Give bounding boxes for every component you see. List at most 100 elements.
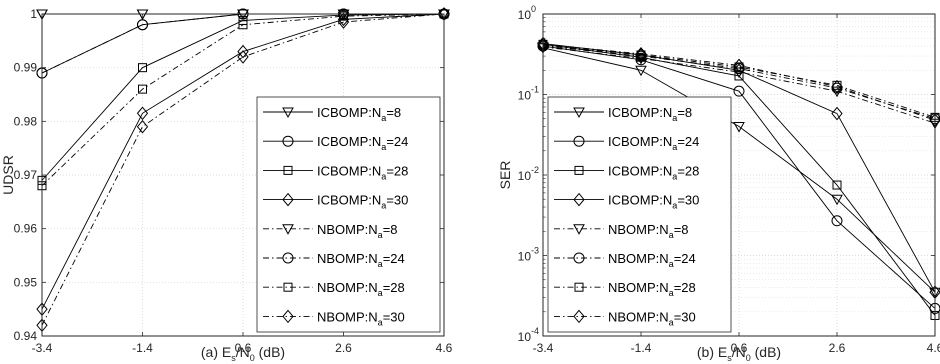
legend-label-end: =8 xyxy=(383,222,398,237)
legend-marker xyxy=(282,252,294,264)
legend-marker xyxy=(573,309,585,324)
legend-label-end: =30 xyxy=(677,193,699,208)
series-line xyxy=(542,47,936,293)
legend-label-end: =8 xyxy=(674,222,689,237)
legend-label-sub: a xyxy=(381,201,386,211)
data-point xyxy=(237,44,249,59)
x-tick-label: -3.4 xyxy=(533,341,554,355)
legend-label-main: NBOMP:N xyxy=(317,280,378,295)
x-tick-label: 4.6 xyxy=(927,341,940,355)
legend-marker xyxy=(282,107,294,119)
legend-item: ICBOMP:Na=8 xyxy=(263,105,401,123)
legend-marker xyxy=(282,135,294,147)
legend-label: NBOMP:Na=28 xyxy=(317,280,405,298)
legend-marker xyxy=(574,165,584,175)
chart-a: -3.4 -1.4 0.6 2.6 4.6 0.94 0.95 0.96 0.97 0.98 0.9… xyxy=(0,7,453,363)
series-line xyxy=(542,43,936,293)
legend-marker xyxy=(573,224,585,235)
legend-item: ICBOMP:Na=30 xyxy=(554,193,699,211)
legend-marker xyxy=(283,165,293,175)
x-tick-label: 4.6 xyxy=(436,341,453,355)
legend-label: ICBOMP:Na=8 xyxy=(317,105,401,123)
chart-b-legend-box xyxy=(547,96,732,333)
legend-label-end: =24 xyxy=(677,134,699,149)
data-point xyxy=(136,119,149,134)
x-tick-label: -3.4 xyxy=(32,341,53,355)
legend-label-main: NBOMP:N xyxy=(317,309,378,324)
legend-label-main: ICBOMP:N xyxy=(317,193,381,208)
data-point xyxy=(137,19,148,31)
y-tick-exponent: -1 xyxy=(531,85,539,95)
legend-label: ICBOMP:Na=30 xyxy=(317,193,408,211)
series-line xyxy=(41,13,444,74)
legend-marker xyxy=(282,192,294,207)
legend-marker xyxy=(573,192,585,207)
data-point xyxy=(635,47,647,61)
legend-label-main: NBOMP:N xyxy=(317,222,378,237)
data-point xyxy=(733,85,745,97)
legend-item: ICBOMP:Na=24 xyxy=(554,134,699,152)
legend-label: NBOMP:Na=8 xyxy=(317,222,398,240)
legend-marker xyxy=(573,107,585,119)
legend-label-end: =24 xyxy=(386,134,408,149)
data-point xyxy=(733,58,745,73)
data-point xyxy=(136,106,149,121)
legend-label-main: ICBOMP:N xyxy=(608,163,672,178)
data-point xyxy=(832,180,842,190)
legend-item: NBOMP:Na=30 xyxy=(554,309,696,327)
legend-label-end: =24 xyxy=(383,251,405,266)
chart-b-caption-suffix: (dB) xyxy=(751,344,781,360)
data-point xyxy=(337,15,350,29)
legend-label: NBOMP:Na=8 xyxy=(608,222,689,240)
data-point xyxy=(238,20,248,30)
legend-label-sub: a xyxy=(672,201,677,211)
legend-label-sub: a xyxy=(672,113,677,123)
legend-label: NBOMP:Na=28 xyxy=(608,280,696,298)
legend-marker xyxy=(282,309,294,324)
legend-label-sub: a xyxy=(378,288,383,298)
chart-b-caption-prefix: (b) E xyxy=(697,344,727,360)
y-tick-exponent: -2 xyxy=(531,165,539,175)
legend-label-end: =24 xyxy=(674,251,696,266)
legend-label-main: NBOMP:N xyxy=(608,280,669,295)
series-NBOMP:N_a=30 xyxy=(537,37,940,127)
legend-label-end: =30 xyxy=(674,309,696,324)
data-point xyxy=(831,106,843,121)
legend-marker xyxy=(282,224,294,235)
y-tick-label: 1 xyxy=(30,7,37,21)
x-tick-label: -1.4 xyxy=(132,341,153,355)
legend-marker xyxy=(573,252,585,264)
legend-label-end: =28 xyxy=(674,280,696,295)
legend-label-sub: a xyxy=(672,171,677,181)
x-tick-label: 0.6 xyxy=(731,341,748,355)
legend-label: ICBOMP:Na=28 xyxy=(317,163,408,181)
chart-a-caption-sub1: s xyxy=(231,353,236,363)
legend-label-main: NBOMP:N xyxy=(608,222,669,237)
legend-label: ICBOMP:Na=30 xyxy=(608,193,699,211)
legend-label-end: =28 xyxy=(383,280,405,295)
legend-marker xyxy=(573,135,585,147)
x-tick-label: -1.4 xyxy=(631,341,652,355)
series-line xyxy=(41,13,444,74)
series-ICBOMP:N_a=8 xyxy=(537,43,940,299)
legend-marker xyxy=(283,282,293,292)
legend-label-sub: a xyxy=(669,259,674,269)
legend-item: NBOMP:Na=8 xyxy=(263,222,398,240)
legend-label-main: NBOMP:N xyxy=(608,309,669,324)
chart-a-caption: (a) Es/N0 (dB) xyxy=(201,344,285,363)
chart-b-ylabel: SER xyxy=(497,161,513,190)
legend-label-main: ICBOMP:N xyxy=(608,193,672,208)
legend-label: ICBOMP:Na=24 xyxy=(317,134,408,152)
data-point xyxy=(831,79,843,94)
legend-label-sub: a xyxy=(378,317,383,327)
chart-a-caption-prefix: (a) E xyxy=(201,344,231,360)
data-point xyxy=(237,50,249,64)
data-point xyxy=(831,215,843,227)
legend-label: ICBOMP:Na=28 xyxy=(608,163,699,181)
legend-label-main: ICBOMP:N xyxy=(317,105,381,120)
x-tick-label: 2.6 xyxy=(829,341,846,355)
legend-label-end: =30 xyxy=(386,193,408,208)
y-tick-label: 0.97 xyxy=(14,168,38,182)
legend-label: NBOMP:Na=30 xyxy=(317,309,405,327)
legend-item: NBOMP:Na=24 xyxy=(554,251,696,269)
